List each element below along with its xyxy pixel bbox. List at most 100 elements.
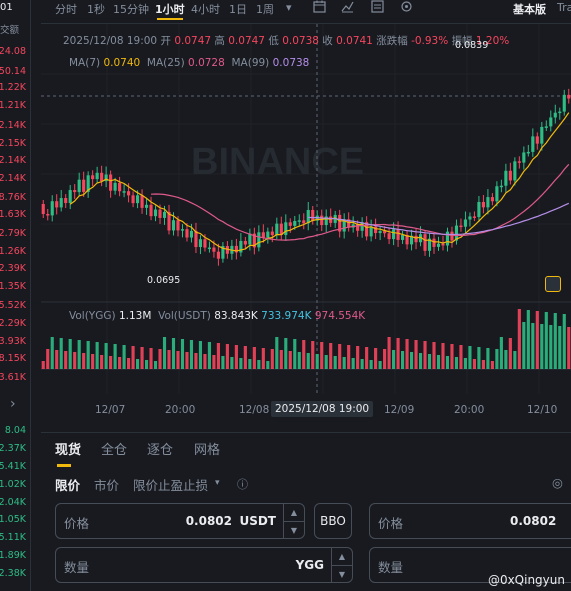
tab-isolated[interactable]: 逐仓 bbox=[147, 443, 174, 458]
market-list-value: 1.63K bbox=[0, 209, 26, 220]
interval-tab[interactable]: 分时 bbox=[55, 3, 77, 16]
stepper-up-icon[interactable]: ▲ bbox=[332, 548, 352, 566]
stepper-up-icon[interactable]: ▲ bbox=[284, 504, 304, 522]
candle-body bbox=[118, 182, 122, 192]
volume-bar bbox=[369, 360, 373, 369]
market-list-value: 2.37K bbox=[0, 443, 26, 454]
indicator-icon[interactable] bbox=[369, 0, 385, 16]
candle-body bbox=[374, 226, 378, 234]
volume-bar bbox=[468, 346, 472, 369]
price-stepper[interactable]: ▲ ▼ bbox=[283, 504, 304, 538]
volume-bar bbox=[347, 345, 351, 369]
candle-body bbox=[445, 231, 450, 246]
volume-bar bbox=[459, 345, 463, 369]
candle-body bbox=[212, 247, 216, 252]
volume-bar bbox=[423, 341, 427, 369]
volume-bar bbox=[176, 351, 180, 369]
candle-body bbox=[127, 191, 131, 196]
volume-bar bbox=[544, 312, 548, 369]
tab-cross[interactable]: 全仓 bbox=[101, 443, 128, 458]
volume-bar bbox=[221, 356, 225, 369]
volume-bar bbox=[553, 313, 557, 369]
candle-body bbox=[481, 201, 485, 208]
interval-tab[interactable]: 1日 bbox=[229, 3, 247, 16]
buy-qty-unit: YGG bbox=[295, 558, 324, 572]
volume-bar bbox=[252, 347, 256, 369]
candle-body bbox=[288, 222, 292, 226]
stepper-down-icon[interactable]: ▼ bbox=[290, 526, 298, 535]
market-list-value: 8.15K bbox=[0, 353, 26, 364]
kline-chart[interactable]: BINANCE 2025/12/08 19:00 开 0.0747 高 0.07… bbox=[41, 23, 571, 426]
tab-spot[interactable]: 现货 bbox=[55, 439, 81, 467]
order-type-stop-limit[interactable]: 限价止盈止损 bbox=[133, 478, 209, 493]
chevron-right-icon[interactable]: › bbox=[10, 396, 16, 412]
tradingview-mode-button[interactable]: Tra bbox=[557, 1, 571, 14]
buy-price-label: 价格 bbox=[64, 516, 90, 531]
candle-body bbox=[526, 151, 530, 154]
candle-body bbox=[234, 245, 238, 253]
buy-qty-field[interactable]: 数量 YGG ▲ ▼ bbox=[55, 547, 353, 583]
candle-body bbox=[508, 170, 512, 181]
candle-body bbox=[140, 195, 144, 208]
candle-body bbox=[369, 226, 373, 237]
candle-body bbox=[221, 246, 225, 259]
volume-bar bbox=[104, 343, 108, 369]
candle-body bbox=[113, 182, 117, 191]
interval-tab[interactable]: 1秒 bbox=[87, 3, 105, 16]
bbo-button[interactable]: BBO bbox=[314, 503, 352, 539]
qty-stepper[interactable]: ▲ ▼ bbox=[331, 548, 352, 582]
interval-tab[interactable]: 1周 bbox=[256, 3, 274, 16]
market-list-value: 1.26K bbox=[0, 246, 26, 257]
order-type-limit[interactable]: 限价 bbox=[55, 478, 81, 493]
candle-body bbox=[450, 231, 454, 241]
x-tick: 12/10 bbox=[527, 404, 558, 416]
candle-body bbox=[275, 223, 279, 236]
line-chart-icon[interactable] bbox=[339, 0, 355, 16]
interval-tab[interactable]: 4小时 bbox=[191, 3, 220, 16]
candle-body bbox=[109, 174, 113, 191]
candle-body bbox=[320, 215, 324, 226]
low-value: 0.0738 bbox=[282, 35, 319, 47]
sell-qty-field[interactable]: 数量 bbox=[369, 547, 571, 583]
ma7-line bbox=[69, 112, 570, 252]
info-icon[interactable]: ⓘ bbox=[237, 478, 248, 491]
candle-body bbox=[522, 152, 526, 163]
amplitude-label: 振幅 bbox=[451, 35, 473, 47]
settings-icon[interactable] bbox=[398, 0, 414, 16]
basic-mode-button[interactable]: 基本版 bbox=[513, 3, 546, 16]
order-book-icon[interactable] bbox=[545, 276, 561, 292]
interval-tab-active[interactable]: 1小时 bbox=[155, 3, 185, 20]
volume-bar bbox=[100, 355, 104, 369]
interval-tab[interactable]: 15分钟 bbox=[113, 3, 149, 16]
fee-settings-icon[interactable]: ◎ bbox=[552, 475, 563, 490]
volume-bar bbox=[234, 345, 238, 369]
market-list-column: 01 交额 24.08 50.14 1.22K 1.21K 2.14K 2.15K 2.14… bbox=[0, 0, 31, 591]
candle-body bbox=[55, 201, 59, 208]
ma7-label: MA(7) bbox=[69, 57, 101, 69]
volume-bar bbox=[495, 349, 499, 369]
volume-bar bbox=[131, 346, 135, 369]
order-type-market[interactable]: 市价 bbox=[94, 478, 120, 493]
volume-bar bbox=[46, 349, 50, 369]
volume-bar bbox=[194, 353, 198, 369]
ma7-value: 0.0740 bbox=[103, 57, 141, 69]
buy-price-field[interactable]: 价格 0.0802 USDT ▲ ▼ bbox=[55, 503, 305, 539]
volume-bar bbox=[279, 350, 283, 369]
buy-price-value[interactable]: 0.0802 bbox=[185, 514, 232, 528]
volume-bar bbox=[77, 340, 81, 369]
calendar-icon[interactable] bbox=[311, 0, 327, 16]
vol-ma2-value: 974.554K bbox=[314, 310, 366, 322]
volume-bar bbox=[504, 350, 508, 369]
market-list-value: 2.14K bbox=[0, 120, 26, 131]
more-intervals-chevron-icon[interactable]: ▾ bbox=[286, 1, 292, 14]
volume-bar bbox=[526, 310, 530, 369]
volume-bar bbox=[477, 347, 481, 369]
volume-bar bbox=[189, 340, 194, 369]
volume-bar bbox=[225, 344, 229, 369]
stepper-down-icon[interactable]: ▼ bbox=[338, 570, 346, 579]
sell-price-field[interactable]: 价格 0.0802 bbox=[369, 503, 571, 539]
volume-bar bbox=[261, 348, 265, 369]
tab-grid[interactable]: 网格 bbox=[194, 443, 221, 458]
dropdown-chevron-icon[interactable]: ▾ bbox=[215, 478, 220, 488]
sell-price-value[interactable]: 0.0802 bbox=[510, 514, 557, 528]
